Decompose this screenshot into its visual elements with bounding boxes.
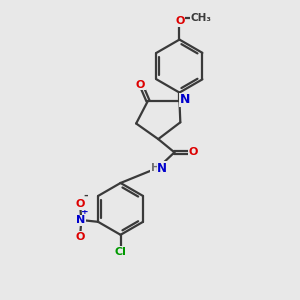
Text: O: O bbox=[189, 147, 198, 158]
Text: N: N bbox=[76, 215, 86, 225]
Text: O: O bbox=[136, 80, 145, 90]
Text: Cl: Cl bbox=[115, 247, 127, 257]
Text: O: O bbox=[76, 232, 85, 242]
Text: H: H bbox=[151, 163, 160, 173]
Text: N: N bbox=[180, 93, 190, 106]
Text: O: O bbox=[76, 199, 85, 209]
Text: -: - bbox=[83, 190, 88, 201]
Text: N: N bbox=[158, 162, 167, 175]
Text: O: O bbox=[175, 16, 185, 26]
Text: CH₃: CH₃ bbox=[190, 13, 211, 23]
Text: +: + bbox=[81, 207, 88, 216]
